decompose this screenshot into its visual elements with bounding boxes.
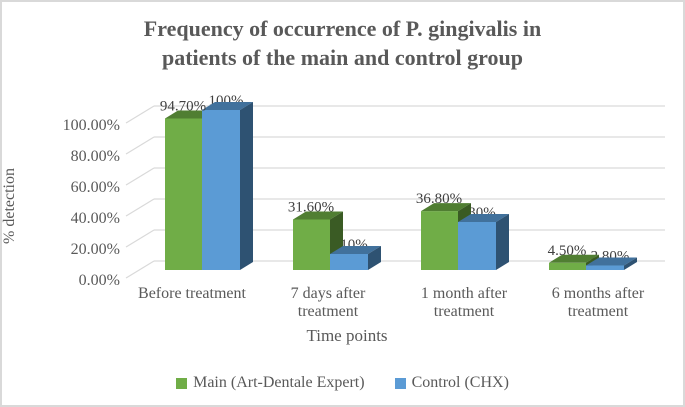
category-label: 1 month after treatment <box>421 285 508 320</box>
gridline-depth-tick <box>125 105 155 124</box>
gridline-depth-tick <box>125 136 155 155</box>
bar-control-3-side <box>624 257 637 270</box>
legend: Main (Art-Dentale Expert) Control (CHX) <box>2 372 683 394</box>
bar-main-0-front <box>165 118 202 270</box>
data-label-main-3: 4.50% <box>548 243 587 259</box>
gridline-depth-tick <box>125 260 155 279</box>
bar-control-3-front <box>586 265 624 270</box>
legend-swatch-control <box>394 377 406 389</box>
bar-main-1-front <box>293 219 330 270</box>
chart-title-line1: Frequency of occurrence of P. gingivalis… <box>143 16 542 41</box>
chart-title-line2: patients of the main and control group <box>161 45 523 70</box>
chart-title: Frequency of occurrence of P. gingivalis… <box>2 14 683 72</box>
legend-label-main: Main (Art-Dentale Expert) <box>193 374 365 391</box>
category-label: Before treatment <box>138 285 247 302</box>
bar-control-0-top <box>202 102 253 110</box>
data-label-main-2: 36.80% <box>416 191 462 207</box>
bar-control-1-side <box>368 246 381 270</box>
gridline-depth-tick <box>125 198 155 217</box>
y-tick-label: 20.00% <box>71 241 120 258</box>
legend-item-control: Control (CHX) <box>394 374 509 392</box>
bar-main-2-front <box>421 211 458 270</box>
y-tick-label: 40.00% <box>71 210 120 227</box>
bar-control-1-front <box>330 254 368 270</box>
bar-control-2-side <box>496 214 509 270</box>
bar-control-0-front <box>202 110 240 270</box>
bar-control-2-top <box>458 214 509 222</box>
gridline-depth-tick <box>125 167 155 186</box>
bar-control-0-side <box>240 102 253 270</box>
bar-main-1-top <box>293 211 343 220</box>
y-tick-label: 80.00% <box>71 148 120 165</box>
bar-control-1-top <box>330 246 381 254</box>
bar-control-3-top <box>586 257 637 266</box>
legend-label-control: Control (CHX) <box>411 374 509 391</box>
category-label: 6 months after treatment <box>552 285 645 320</box>
data-label-main-0: 94.70% <box>160 98 206 114</box>
y-tick-label: 0.00% <box>79 272 120 289</box>
legend-item-main: Main (Art-Dentale Expert) <box>176 374 365 392</box>
x-axis-title: Time points <box>306 326 388 345</box>
y-tick-label: 60.00% <box>71 179 120 196</box>
legend-swatch-main <box>176 377 188 389</box>
y-tick-label: 100.00% <box>63 117 120 134</box>
data-label-main-1: 31.60% <box>288 199 334 215</box>
gridline-depth-tick <box>125 229 155 248</box>
bar-main-2-top <box>421 203 471 212</box>
bar-control-2-front <box>458 222 496 270</box>
bar-main-3-top <box>549 254 599 263</box>
category-label: 7 days after treatment <box>291 285 366 320</box>
bar-main-3-front <box>549 262 586 270</box>
